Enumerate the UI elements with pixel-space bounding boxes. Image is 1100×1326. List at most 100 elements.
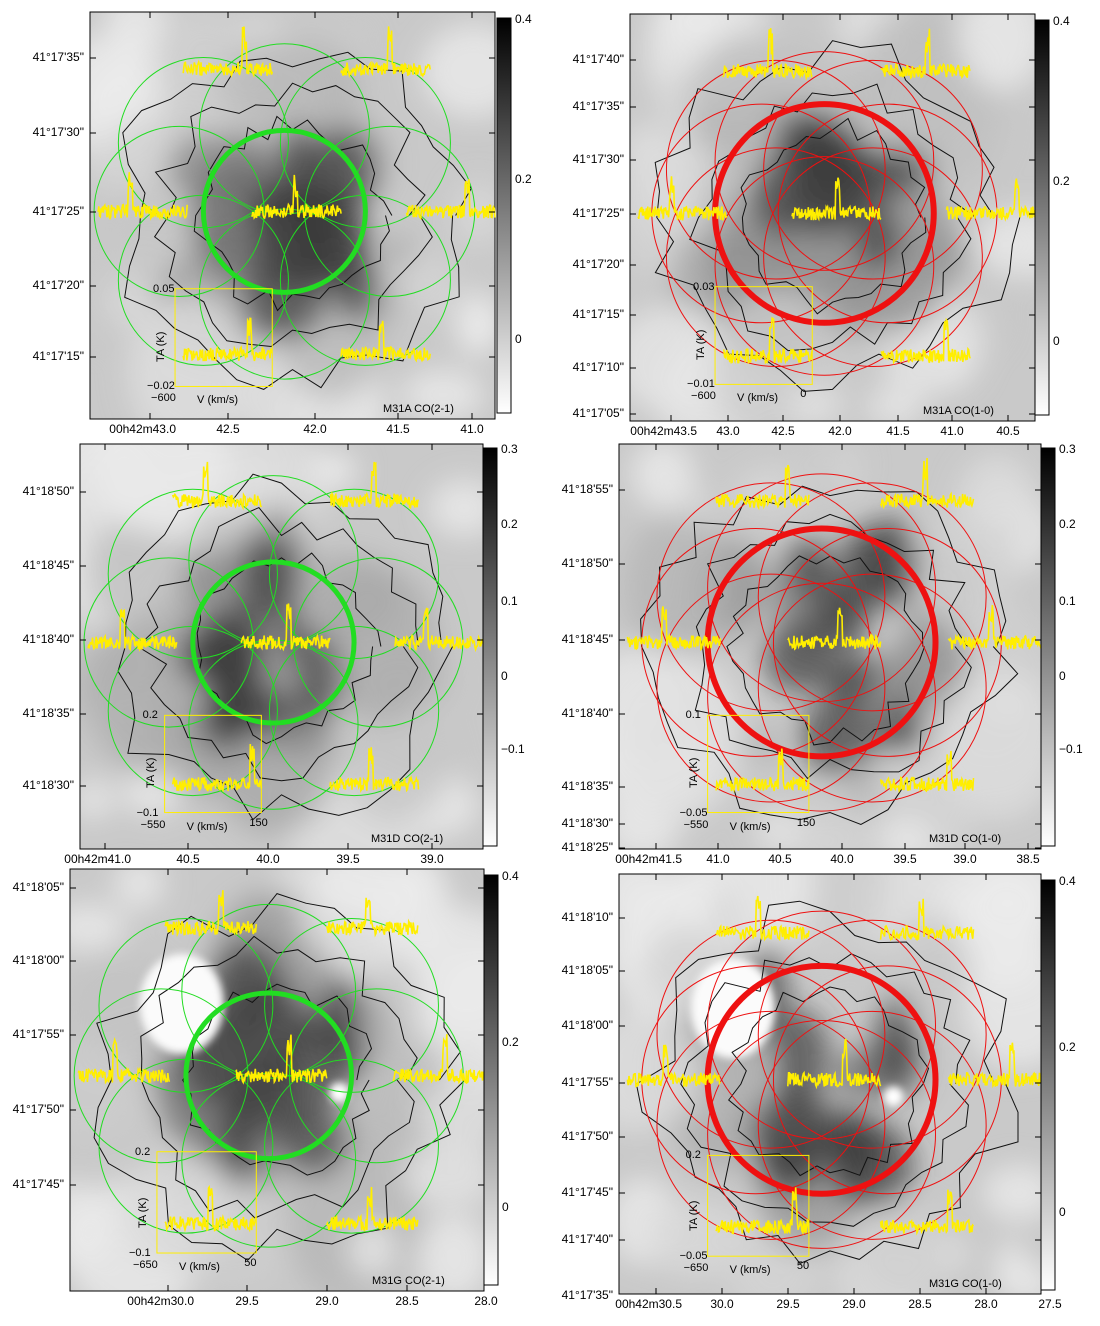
- ra-tick-label: 39.5: [336, 852, 360, 866]
- spectrum-2: [340, 26, 431, 79]
- colorbar-tick-label: 0.4: [1059, 874, 1076, 888]
- spectrum-vmin-label: −600: [691, 390, 716, 403]
- panel-title: M31G CO(2-1): [372, 1275, 445, 1287]
- spectrum-tmax-label: 0.2: [685, 1149, 701, 1162]
- spectrum-tmin-label: −0.02: [147, 380, 175, 393]
- spectrum-6: [722, 316, 814, 365]
- spectrum-1: [715, 895, 810, 942]
- panel-title: M31G CO(1-0): [929, 1278, 1002, 1290]
- spectrum-tmax-label: 0.2: [142, 709, 158, 722]
- ra-tick-label: 41.0: [460, 422, 484, 436]
- intensity-image: [619, 874, 1041, 1294]
- spectrum-4: [251, 174, 342, 220]
- ra-tick-label: 28.0: [974, 1297, 998, 1311]
- colorbar-tick-label: 0: [501, 669, 508, 683]
- dec-tick-label: 41°18'45": [561, 632, 613, 646]
- dec-tick-label: 41°18'30": [22, 778, 74, 792]
- ra-tick-label: 00h42m30.0: [127, 1294, 194, 1308]
- spectra: [637, 28, 1036, 385]
- dec-tick-label: 41°18'00": [561, 1018, 613, 1032]
- dec-tick-label: 41°18'45": [22, 558, 74, 572]
- ra-tick-label: 29.0: [842, 1297, 866, 1311]
- ra-tick-label: 39.5: [893, 852, 917, 866]
- spectrum-5: [392, 1034, 485, 1085]
- colorbar: [496, 17, 512, 414]
- spectrum-xlabel: V (km/s): [186, 820, 228, 833]
- dec-tick-label: 41°17'55": [12, 1027, 64, 1041]
- colorbar: [482, 447, 498, 847]
- intensity-image: [80, 444, 483, 849]
- ra-tick-label: 41.0: [940, 424, 964, 438]
- beam-circles: [83, 475, 464, 810]
- beam-circle-small: [763, 147, 983, 368]
- beam-circle-small: [763, 59, 983, 280]
- ra-tick-label: 42.0: [828, 424, 852, 438]
- spectrum-axis-box: [164, 714, 262, 814]
- beam-circle-main: [190, 559, 357, 726]
- spectrum-xlabel: V (km/s): [197, 394, 238, 407]
- spectrum-tmin-label: −0.1: [136, 806, 159, 819]
- beam-circle-small: [707, 910, 936, 1140]
- spectrum-vmax-label: 50: [244, 1257, 257, 1270]
- colorbar-tick-label: 0.1: [501, 594, 518, 608]
- dec-tick-label: 41°17'45": [12, 1177, 64, 1191]
- spectrum-vmin-label: −600: [151, 392, 176, 405]
- spectrum-3: [626, 1044, 721, 1088]
- colorbar-tick-label: 0: [502, 1200, 509, 1214]
- ra-tick-label: 00h42m43.0: [109, 422, 176, 436]
- beam-circle-main: [704, 962, 939, 1197]
- spectrum-5: [394, 606, 484, 653]
- dec-tick-label: 41°17'20": [572, 257, 624, 271]
- ra-tick-label: 28.5: [395, 1294, 419, 1308]
- spectrum-xlabel: V (km/s): [737, 392, 778, 405]
- dec-tick-label: 41°17'15": [572, 307, 624, 321]
- spectrum-xlabel: V (km/s): [178, 1261, 220, 1274]
- spectra: [87, 461, 484, 814]
- ra-tick-label: 40.0: [830, 852, 854, 866]
- spectrum-tmax-label: 0.03: [693, 280, 715, 293]
- ra-tick-label: 40.5: [768, 852, 792, 866]
- dec-tick-label: 41°18'10": [561, 910, 613, 924]
- spectra: [626, 457, 1042, 814]
- ra-tick-label: 30.0: [710, 1297, 734, 1311]
- dec-tick-label: 41°17'35": [32, 50, 84, 64]
- contour-level-2: [680, 953, 971, 1227]
- dec-tick-label: 41°17'30": [572, 152, 624, 166]
- colorbar-tick-label: −0.1: [501, 742, 525, 756]
- dec-tick-label: 41°17'35": [572, 99, 624, 113]
- ra-tick-label: 29.5: [776, 1297, 800, 1311]
- beam-circle-small: [656, 919, 886, 1149]
- ra-tick-label: 00h42m41.0: [64, 852, 131, 866]
- ra-tick-label: 40.0: [256, 852, 280, 866]
- colorbar-tick-label: 0.4: [1053, 14, 1070, 28]
- ra-tick-label: 29.0: [315, 1294, 339, 1308]
- spectrum-vmin-label: −650: [683, 1262, 709, 1275]
- beam-circle-small: [757, 573, 987, 803]
- dec-tick-label: 41°17'50": [12, 1102, 64, 1116]
- spectrum-6: [182, 317, 273, 362]
- spectrum-vmin-label: −550: [140, 818, 166, 831]
- spectrum-4: [787, 607, 882, 651]
- ra-tick-label: 42.5: [216, 422, 240, 436]
- spectrum-tmin-label: −0.01: [687, 378, 715, 391]
- dec-tick-label: 41°18'30": [561, 816, 613, 830]
- ra-tick-label: 29.5: [235, 1294, 259, 1308]
- colorbar: [483, 874, 499, 1286]
- panel-title: M31A CO(1-0): [923, 405, 994, 417]
- colorbar-tick-label: 0.4: [515, 12, 532, 26]
- dec-tick-label: 41°18'00": [12, 953, 64, 967]
- beam-circles: [93, 43, 476, 380]
- contour-level-1: [654, 40, 1021, 392]
- beam-circle-small: [707, 582, 936, 812]
- beam-circle-small: [714, 51, 935, 271]
- spectrum-6: [715, 748, 810, 794]
- ra-tick-label: 00h42m41.5: [615, 852, 682, 866]
- dec-tick-label: 41°18'05": [12, 880, 64, 894]
- colorbar: [1040, 879, 1056, 1291]
- colorbar-tick-label: 0.2: [1053, 174, 1070, 188]
- spectrum-7: [879, 1189, 975, 1236]
- colorbar-tick-label: 0.2: [501, 517, 518, 531]
- spectrum-7: [880, 317, 971, 365]
- spectrum-5: [945, 178, 1036, 222]
- beam-circle-small: [707, 473, 936, 703]
